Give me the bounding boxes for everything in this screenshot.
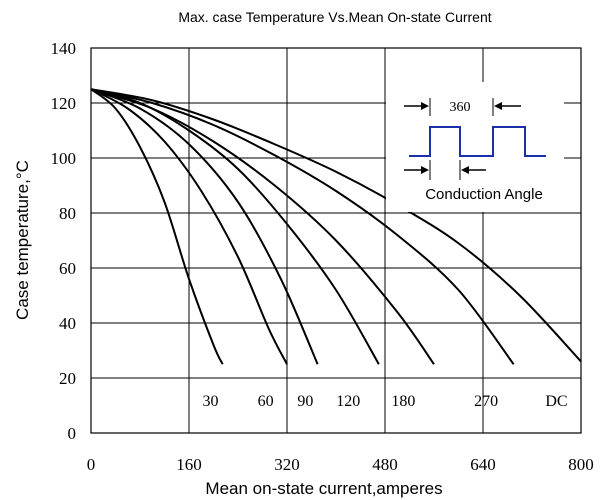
y-tick-label: 60 <box>59 259 76 278</box>
series-label-120: 120 <box>336 393 360 410</box>
conduction-angle-label: Conduction Angle <box>425 186 543 203</box>
series-label-30: 30 <box>202 393 218 410</box>
y-axis-label: Case temperature,°C <box>13 160 32 320</box>
y-tick-label: 140 <box>51 39 77 58</box>
x-tick-label: 480 <box>372 455 398 474</box>
arrow-right-top-head <box>494 102 502 110</box>
series-line-270 <box>90 88 515 365</box>
series-label-dc: DC <box>545 393 567 410</box>
x-tick-label: 160 <box>176 455 202 474</box>
series-line-30 <box>90 88 224 365</box>
x-axis-label: Mean on-state current,amperes <box>205 479 442 498</box>
y-tick-label: 100 <box>51 149 77 168</box>
conduction-waveform <box>409 126 546 157</box>
x-tick-label: 800 <box>568 455 594 474</box>
series-labels: 30 60 90 120 180 270 DC <box>202 393 567 410</box>
y-tick-label: 20 <box>59 369 76 388</box>
y-tick-label: 40 <box>59 314 76 333</box>
y-tick-label: 120 <box>51 94 77 113</box>
period-label: 360 <box>450 100 471 115</box>
series-curves <box>90 88 582 365</box>
y-tick-label: 80 <box>59 204 76 223</box>
series-label-90: 90 <box>297 393 313 410</box>
x-tick-label: 320 <box>274 455 300 474</box>
x-tick-label: 0 <box>87 455 96 474</box>
x-tick-label: 640 <box>470 455 496 474</box>
chart-title: Max. case Temperature Vs.Mean On-state C… <box>178 9 491 25</box>
conduction-angle-inset: 360 Conduction Angle <box>386 82 564 212</box>
plot-frame <box>90 47 582 434</box>
series-label-270: 270 <box>474 393 498 410</box>
x-axis-ticks: 0 160 320 480 640 800 <box>87 428 594 474</box>
series-line-90 <box>90 88 319 365</box>
series-label-180: 180 <box>391 393 415 410</box>
inset-box <box>386 82 564 212</box>
arrow-left-bottom-head <box>421 166 429 174</box>
series-label-60: 60 <box>258 393 274 410</box>
series-line-dc <box>90 88 582 363</box>
y-tick-label: 0 <box>68 424 77 443</box>
series-line-60 <box>90 88 288 365</box>
arrow-right-bottom-head <box>461 166 469 174</box>
arrow-left-top-head <box>421 102 429 110</box>
y-axis-ticks: 0 20 40 60 80 100 120 140 <box>51 39 96 443</box>
series-line-180 <box>90 88 435 365</box>
